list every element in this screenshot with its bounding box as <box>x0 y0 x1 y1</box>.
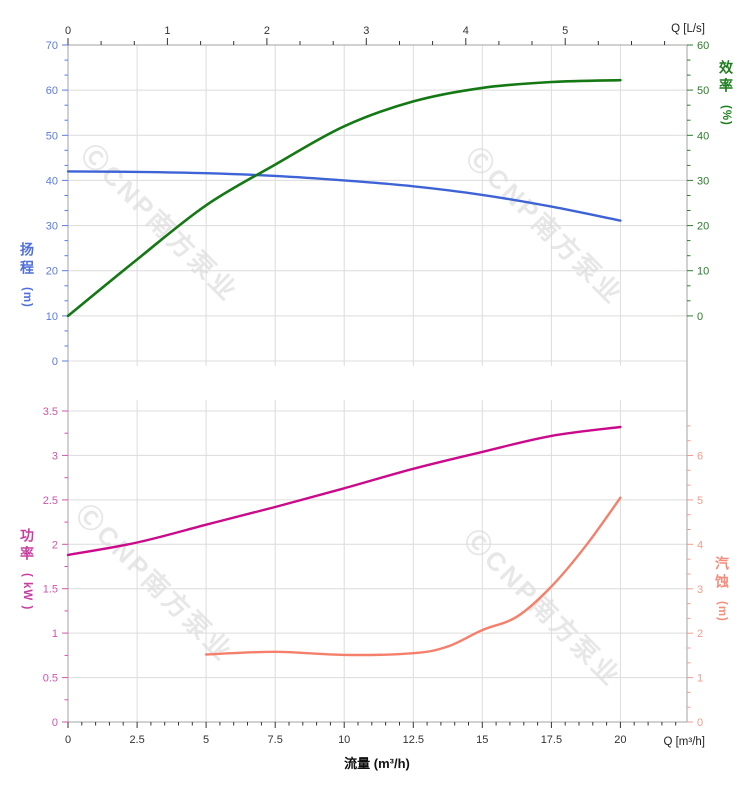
svg-text:1: 1 <box>697 673 703 685</box>
svg-text:60: 60 <box>697 40 709 52</box>
svg-text:4: 4 <box>697 539 703 551</box>
svg-text:30: 30 <box>697 175 709 187</box>
svg-text:1.5: 1.5 <box>43 584 58 596</box>
svg-text:2: 2 <box>697 628 703 640</box>
power-axis-title: 功率 <box>19 528 35 564</box>
svg-text:2: 2 <box>264 25 270 37</box>
svg-text:0.5: 0.5 <box>43 673 58 685</box>
power-axis-unit: ( kW ) <box>21 573 33 611</box>
head-axis-unit: (m) <box>21 287 33 308</box>
svg-text:0: 0 <box>697 717 703 729</box>
svg-text:15: 15 <box>476 734 488 746</box>
flow-axis-title: 流量 (m³/h) <box>344 756 410 771</box>
svg-text:3: 3 <box>52 450 58 462</box>
svg-text:30: 30 <box>46 221 58 233</box>
npsh-axis-title: 汽蚀 <box>714 556 730 592</box>
bottom-axis-unit-label: Q [m³/h] <box>663 736 705 748</box>
top-axis-unit-label: Q [L/s] <box>671 23 705 35</box>
svg-text:40: 40 <box>46 175 58 187</box>
svg-text:3.5: 3.5 <box>43 406 58 418</box>
svg-text:6: 6 <box>697 451 703 463</box>
head-axis-label: 扬程 (m) <box>17 242 37 308</box>
svg-text:12.5: 12.5 <box>403 734 424 746</box>
npsh-axis-unit: (m) <box>716 601 728 622</box>
svg-text:2.5: 2.5 <box>129 734 144 746</box>
svg-text:4: 4 <box>463 25 469 37</box>
svg-text:2: 2 <box>52 539 58 551</box>
efficiency-axis-title: 效率 <box>718 60 734 96</box>
svg-text:5: 5 <box>203 734 209 746</box>
svg-text:17.5: 17.5 <box>541 734 562 746</box>
svg-text:3: 3 <box>363 25 369 37</box>
svg-text:60: 60 <box>46 85 58 97</box>
svg-text:1: 1 <box>164 25 170 37</box>
svg-text:10: 10 <box>338 734 350 746</box>
svg-text:0: 0 <box>52 356 58 368</box>
svg-text:10: 10 <box>46 311 58 323</box>
svg-text:7.5: 7.5 <box>268 734 283 746</box>
svg-text:20: 20 <box>697 221 709 233</box>
svg-text:1: 1 <box>52 628 58 640</box>
npsh-axis-label: 汽蚀 (m) <box>712 556 732 622</box>
svg-text:0: 0 <box>65 734 71 746</box>
svg-text:50: 50 <box>46 130 58 142</box>
power-axis-label: 功率 ( kW ) <box>17 528 37 610</box>
svg-text:10: 10 <box>697 266 709 278</box>
svg-text:20: 20 <box>614 734 626 746</box>
svg-text:70: 70 <box>46 40 58 52</box>
svg-text:3: 3 <box>697 584 703 596</box>
svg-text:2.5: 2.5 <box>43 495 58 507</box>
svg-text:5: 5 <box>562 25 568 37</box>
head-axis-title: 扬程 <box>19 242 35 278</box>
svg-text:40: 40 <box>697 130 709 142</box>
svg-text:0: 0 <box>697 311 703 323</box>
svg-text:0: 0 <box>65 25 71 37</box>
efficiency-axis-unit: (%) <box>720 105 732 126</box>
svg-text:50: 50 <box>697 85 709 97</box>
svg-text:0: 0 <box>52 717 58 729</box>
svg-text:20: 20 <box>46 266 58 278</box>
svg-text:5: 5 <box>697 495 703 507</box>
efficiency-axis-label: 效率 (%) <box>716 60 736 126</box>
